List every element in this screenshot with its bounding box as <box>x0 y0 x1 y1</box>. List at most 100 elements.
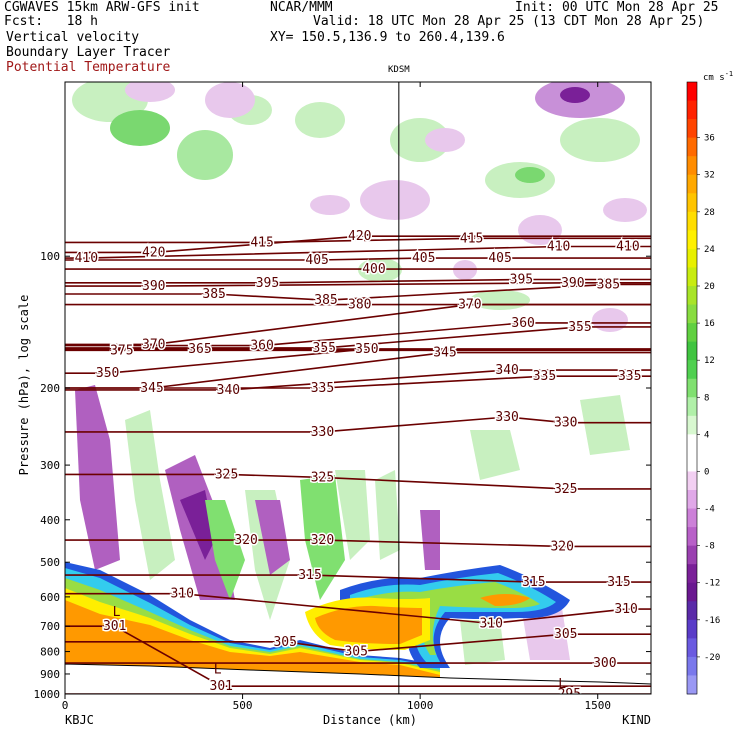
colorbar-bin <box>687 304 697 324</box>
w-upward-region <box>390 118 450 162</box>
low-marker: L <box>558 677 566 692</box>
theta-contour-line <box>65 625 651 687</box>
tracer-plume-core <box>480 594 530 606</box>
theta-contour-line <box>65 326 651 349</box>
theta-contour-label: 360 <box>250 339 273 354</box>
theta-contour-labels: 301 301 295 300 305 305 305 310 310 310 315 315 315 3… <box>73 228 643 702</box>
theta-contour-line <box>65 375 651 389</box>
theta-contour-label: 310 <box>479 616 502 631</box>
w-upward-region <box>125 410 175 580</box>
colorbar-tick-label: 16 <box>704 319 715 329</box>
colorbar-tick-label: 36 <box>704 134 715 144</box>
colorbar-tick-label: -16 <box>704 616 720 626</box>
y-tick-label: 200 <box>40 382 60 395</box>
colorbar-bin <box>687 452 697 472</box>
theta-contour-label: 310 <box>614 602 637 617</box>
theta-contour-label: 295 <box>558 687 581 702</box>
colorbar-bin <box>687 415 697 435</box>
colorbar: 36 32 28 24 20 16 12 8 4 0 -4 -8 -12 -16 -20 <box>686 81 720 695</box>
w-downward-region <box>425 128 465 152</box>
colorbar-tick-label: -8 <box>704 542 715 552</box>
theta-contour-label: 385 <box>202 287 225 302</box>
y-tick-label: 500 <box>40 556 60 569</box>
colorbar-bin <box>687 471 697 491</box>
x-tick-label: 1500 <box>584 699 611 712</box>
low-markers: L L L <box>113 605 567 692</box>
y-tick-label: 600 <box>40 591 60 604</box>
colorbar-tick-label: 28 <box>704 208 715 218</box>
forecast-hour: Fcst: 18 h <box>4 14 98 29</box>
colorbar-tick-label: 32 <box>704 171 715 181</box>
colorbar-units-text: cm s <box>703 73 725 83</box>
theta-contour-label: 365 <box>188 342 211 357</box>
colorbar-bin <box>687 434 697 454</box>
theta-contour-label: 315 <box>298 568 321 583</box>
colorbar-tick-label: -4 <box>704 505 715 515</box>
theta-contour-line <box>65 592 651 625</box>
theta-contour-label: 330 <box>311 425 334 440</box>
theta-contour-line <box>65 235 651 254</box>
y-tick-label: 900 <box>40 668 60 681</box>
valid-time: Valid: 18 UTC Mon 28 Apr 25 (13 CDT Mon … <box>313 14 705 29</box>
theta-contour-label: 315 <box>522 575 545 590</box>
theta-contour-label: 355 <box>313 341 336 356</box>
w-downward-region <box>453 260 477 280</box>
colorbar-bin <box>687 378 697 398</box>
theta-contour-line <box>65 278 651 284</box>
y-tick-label: 700 <box>40 620 60 633</box>
theta-contour-label: 320 <box>234 533 257 548</box>
theta-contour-label: 370 <box>458 298 481 313</box>
theta-contour-label: 390 <box>142 279 165 294</box>
x-tick-label: 1000 <box>407 699 434 712</box>
theta-contour-lines <box>65 235 651 694</box>
theta-contour-label: 330 <box>495 410 518 425</box>
y-tick-label: 400 <box>40 514 60 527</box>
left-endpoint-label: KBJC <box>65 713 94 727</box>
theta-contour-line <box>65 539 651 548</box>
right-endpoint-label: KIND <box>622 713 651 727</box>
theta-contour-label: 405 <box>412 251 435 266</box>
theta-contour-label: 410 <box>75 251 98 266</box>
colorbar-bin <box>687 601 697 621</box>
w-upward-region <box>580 395 630 455</box>
w-downward-region <box>310 195 350 215</box>
theta-contour-label: 345 <box>140 381 163 396</box>
theta-contour-label: 415 <box>460 231 483 246</box>
theta-contour-label: 415 <box>250 235 273 250</box>
theta-contour-label: 395 <box>256 276 279 291</box>
theta-contour-label: 385 <box>314 293 337 308</box>
theta-contour-label: 380 <box>348 298 371 313</box>
colorbar-tick-label: -12 <box>704 579 720 589</box>
theta-contour-label: 410 <box>547 239 570 254</box>
colorbar-bin <box>687 286 697 306</box>
tracer-plume-core <box>315 605 422 644</box>
theta-contour-line <box>65 237 651 244</box>
colorbar-bin <box>687 211 697 231</box>
theta-contour-label: 325 <box>554 482 577 497</box>
w-upward-region <box>470 430 520 480</box>
theta-contour-label: 350 <box>355 342 378 357</box>
w-upward-region <box>300 475 345 600</box>
theta-contour-label: 335 <box>311 381 334 396</box>
theta-contour-label: 325 <box>215 467 238 482</box>
colorbar-bin <box>687 323 697 343</box>
colorbar-tick-label: 12 <box>704 356 715 366</box>
w-upward-region <box>295 102 345 138</box>
y-tick-label: 1000 <box>34 688 61 701</box>
w-upward-region <box>460 620 505 665</box>
y-tick-label: 100 <box>40 250 60 263</box>
w-downward-region <box>518 215 562 245</box>
theta-contour-label: 305 <box>344 645 367 660</box>
theta-contour-label: 350 <box>96 366 119 381</box>
theta-contour-label: 305 <box>273 635 296 650</box>
theta-contour-label: 420 <box>142 245 165 260</box>
y-tick-label: 300 <box>40 459 60 472</box>
colorbar-bin <box>687 174 697 194</box>
theta-contour-label: 335 <box>618 369 641 384</box>
theta-contour-label: 405 <box>305 253 328 268</box>
theta-contour-label: 340 <box>217 383 240 398</box>
theta-contour-label: 370 <box>142 337 165 352</box>
colorbar-tick-label: -20 <box>704 653 720 663</box>
station-marker-label: KDSM <box>388 65 410 75</box>
theta-contour-label: 330 <box>554 416 577 431</box>
